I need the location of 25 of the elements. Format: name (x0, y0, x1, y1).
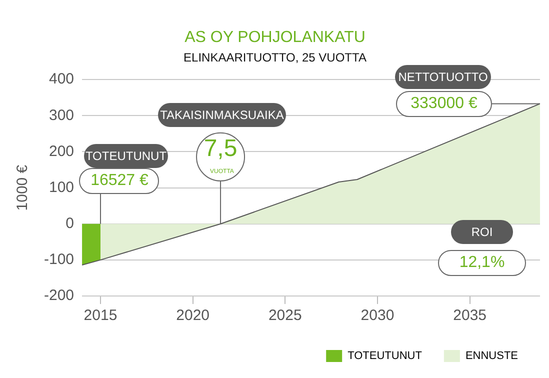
y-tick-label: 300 (48, 106, 74, 124)
annotation: 12,1% (438, 250, 526, 276)
x-tick-label: 2035 (453, 307, 487, 324)
y-tick-label: 0 (66, 215, 74, 232)
x-tick-label: 2015 (84, 307, 118, 324)
y-tick-label: 400 (48, 70, 74, 88)
annotation: 16527 € (79, 168, 160, 194)
y-tick-label: 100 (48, 178, 74, 196)
tag-label: NETTOTUOTTO (395, 65, 491, 89)
y-axis-title: 1000 € (14, 164, 32, 211)
y-tick-label: -200 (44, 287, 74, 304)
tag-label: TAKAISINMAKSUAIKA (158, 103, 286, 127)
x-tick-label: 2030 (360, 307, 394, 324)
chart-subtitle: ELINKAARITUOTTO, 25 VUOTTA (184, 50, 366, 65)
tag-label: TOTEUTUNUT (84, 144, 168, 168)
y-tick-label: 200 (48, 142, 74, 160)
annotation: 333000 € (396, 90, 492, 117)
legend-label: ENNUSTE (465, 350, 518, 362)
tag-label: ROI (451, 220, 513, 244)
x-tick-label: 2020 (176, 307, 210, 324)
x-tick-label: 2025 (268, 307, 302, 324)
legend-label: TOTEUTUNUT (348, 350, 422, 362)
chart-title: AS OY POHJOLANKATU (184, 29, 366, 46)
y-tick-label: -100 (44, 251, 74, 268)
annotation: 7,5 (202, 134, 238, 163)
